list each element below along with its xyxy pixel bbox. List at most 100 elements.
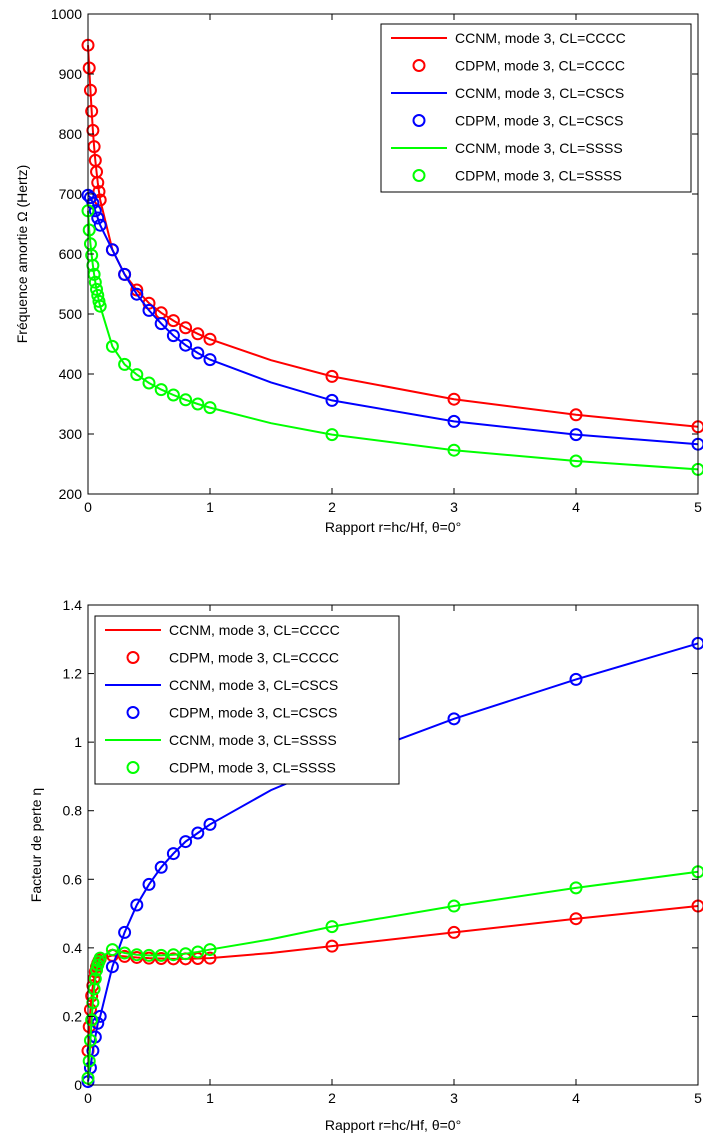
data-point <box>166 314 180 328</box>
x-tick-label: 5 <box>694 1090 702 1106</box>
data-point <box>118 946 132 960</box>
y-tick-label: 500 <box>59 306 83 322</box>
data-point <box>569 912 583 926</box>
data-point <box>154 383 168 397</box>
data-point <box>142 877 156 891</box>
legend-box <box>94 615 400 785</box>
x-axis-label: Rapport r=hc/Hf, θ=0° <box>325 519 461 535</box>
legend-label: CCNM, mode 3, CL=CSCS <box>455 85 624 101</box>
data-point <box>118 925 132 939</box>
y-tick-label: 900 <box>59 66 83 82</box>
data-point <box>191 346 205 360</box>
series-layer <box>81 636 703 1089</box>
data-point <box>179 338 193 352</box>
data-point <box>105 339 119 353</box>
data-point <box>203 332 217 346</box>
legend-label: CDPM, mode 3, CL=CCCC <box>169 650 339 666</box>
data-point <box>447 925 461 939</box>
data-point <box>179 321 193 335</box>
legend: CCNM, mode 3, CL=CCCC CDPM, mode 3, CL=CC… <box>380 23 692 193</box>
legend-label: CCNM, mode 3, CL=SSSS <box>169 732 337 748</box>
legend: CCNM, mode 3, CL=CCCC CDPM, mode 3, CL=CC… <box>94 615 400 785</box>
series-line <box>87 210 699 471</box>
data-point <box>87 140 101 154</box>
legend-entries: CCNM, mode 3, CL=CCCC CDPM, mode 3, CL=CC… <box>105 622 340 776</box>
x-tick-label: 0 <box>84 499 92 515</box>
data-point <box>93 299 107 313</box>
data-point <box>569 428 583 442</box>
legend-entries: CCNM, mode 3, CL=CCCC CDPM, mode 3, CL=CC… <box>391 30 626 184</box>
legend-label: CCNM, mode 3, CL=SSSS <box>455 140 623 156</box>
data-point <box>569 672 583 686</box>
y-tick-label: 0.8 <box>63 803 83 819</box>
data-point <box>325 393 339 407</box>
data-point <box>179 947 193 961</box>
y-tick-label: 700 <box>59 186 83 202</box>
legend-marker-swatch <box>412 169 426 182</box>
legend-label: CCNM, mode 3, CL=CSCS <box>169 677 338 693</box>
data-point <box>88 972 102 986</box>
y-tick-label: 600 <box>59 246 83 262</box>
data-point <box>83 1033 97 1047</box>
data-point <box>90 963 104 977</box>
x-tick-label: 0 <box>84 1090 92 1106</box>
legend-label: CDPM, mode 3, CL=CSCS <box>169 705 337 721</box>
x-tick-label: 1 <box>206 499 214 515</box>
x-tick-label: 3 <box>450 1090 458 1106</box>
series-line <box>87 905 699 1051</box>
y-tick-label: 800 <box>59 126 83 142</box>
data-point <box>166 329 180 343</box>
data-point <box>166 847 180 861</box>
data-point <box>86 996 100 1010</box>
data-point <box>93 951 107 965</box>
data-point <box>447 712 461 726</box>
data-point <box>325 369 339 383</box>
y-tick-label: 0.6 <box>63 871 83 887</box>
data-point <box>325 939 339 953</box>
legend-label: CCNM, mode 3, CL=CCCC <box>455 30 626 46</box>
data-point <box>166 952 180 966</box>
y-axis-label: Facteur de perte η <box>28 788 44 902</box>
data-point <box>447 392 461 406</box>
data-point <box>447 443 461 457</box>
legend-label: CDPM, mode 3, CL=SSSS <box>455 168 622 184</box>
data-point <box>90 282 104 296</box>
y-tick-label: 1 <box>74 734 82 750</box>
data-point <box>447 414 461 428</box>
legend-marker-swatch <box>126 761 140 774</box>
data-point <box>118 267 132 281</box>
data-point <box>130 898 144 912</box>
x-tick-label: 2 <box>328 1090 336 1106</box>
data-point <box>88 275 102 289</box>
series-layer <box>81 38 703 476</box>
data-point <box>82 1054 96 1068</box>
data-point <box>105 943 119 957</box>
y-tick-label: 0 <box>74 1077 82 1093</box>
data-point <box>154 948 168 962</box>
legend-marker-swatch <box>412 59 426 72</box>
x-tick-label: 3 <box>450 499 458 515</box>
y-tick-label: 0.4 <box>63 940 83 956</box>
legend-label: CDPM, mode 3, CL=CCCC <box>455 58 625 74</box>
data-point <box>83 83 97 97</box>
data-point <box>166 388 180 402</box>
data-point <box>88 204 102 218</box>
x-tick-label: 2 <box>328 499 336 515</box>
chart-loss-factor: 0 1 2 3 4 5 0 0.2 0.4 0.6 0.8 1 1.2 1.4 Rapport r=hc/… <box>28 597 703 1133</box>
data-point <box>203 943 217 957</box>
data-point <box>179 835 193 849</box>
legend-label: CDPM, mode 3, CL=SSSS <box>169 760 336 776</box>
x-tick-label: 4 <box>572 1090 580 1106</box>
y-tick-label: 1.2 <box>63 666 83 682</box>
data-point <box>93 218 107 232</box>
ticks-layer: 0 1 2 3 4 5 0 0.2 0.4 0.6 0.8 1 1.2 1.4 <box>63 597 703 1106</box>
data-point <box>118 357 132 371</box>
legend-label: CDPM, mode 3, CL=CSCS <box>455 113 623 129</box>
data-point <box>142 948 156 962</box>
data-point <box>154 317 168 331</box>
legend-marker-swatch <box>126 706 140 719</box>
axes-box <box>87 604 699 1086</box>
data-point <box>154 860 168 874</box>
data-point <box>91 176 105 190</box>
